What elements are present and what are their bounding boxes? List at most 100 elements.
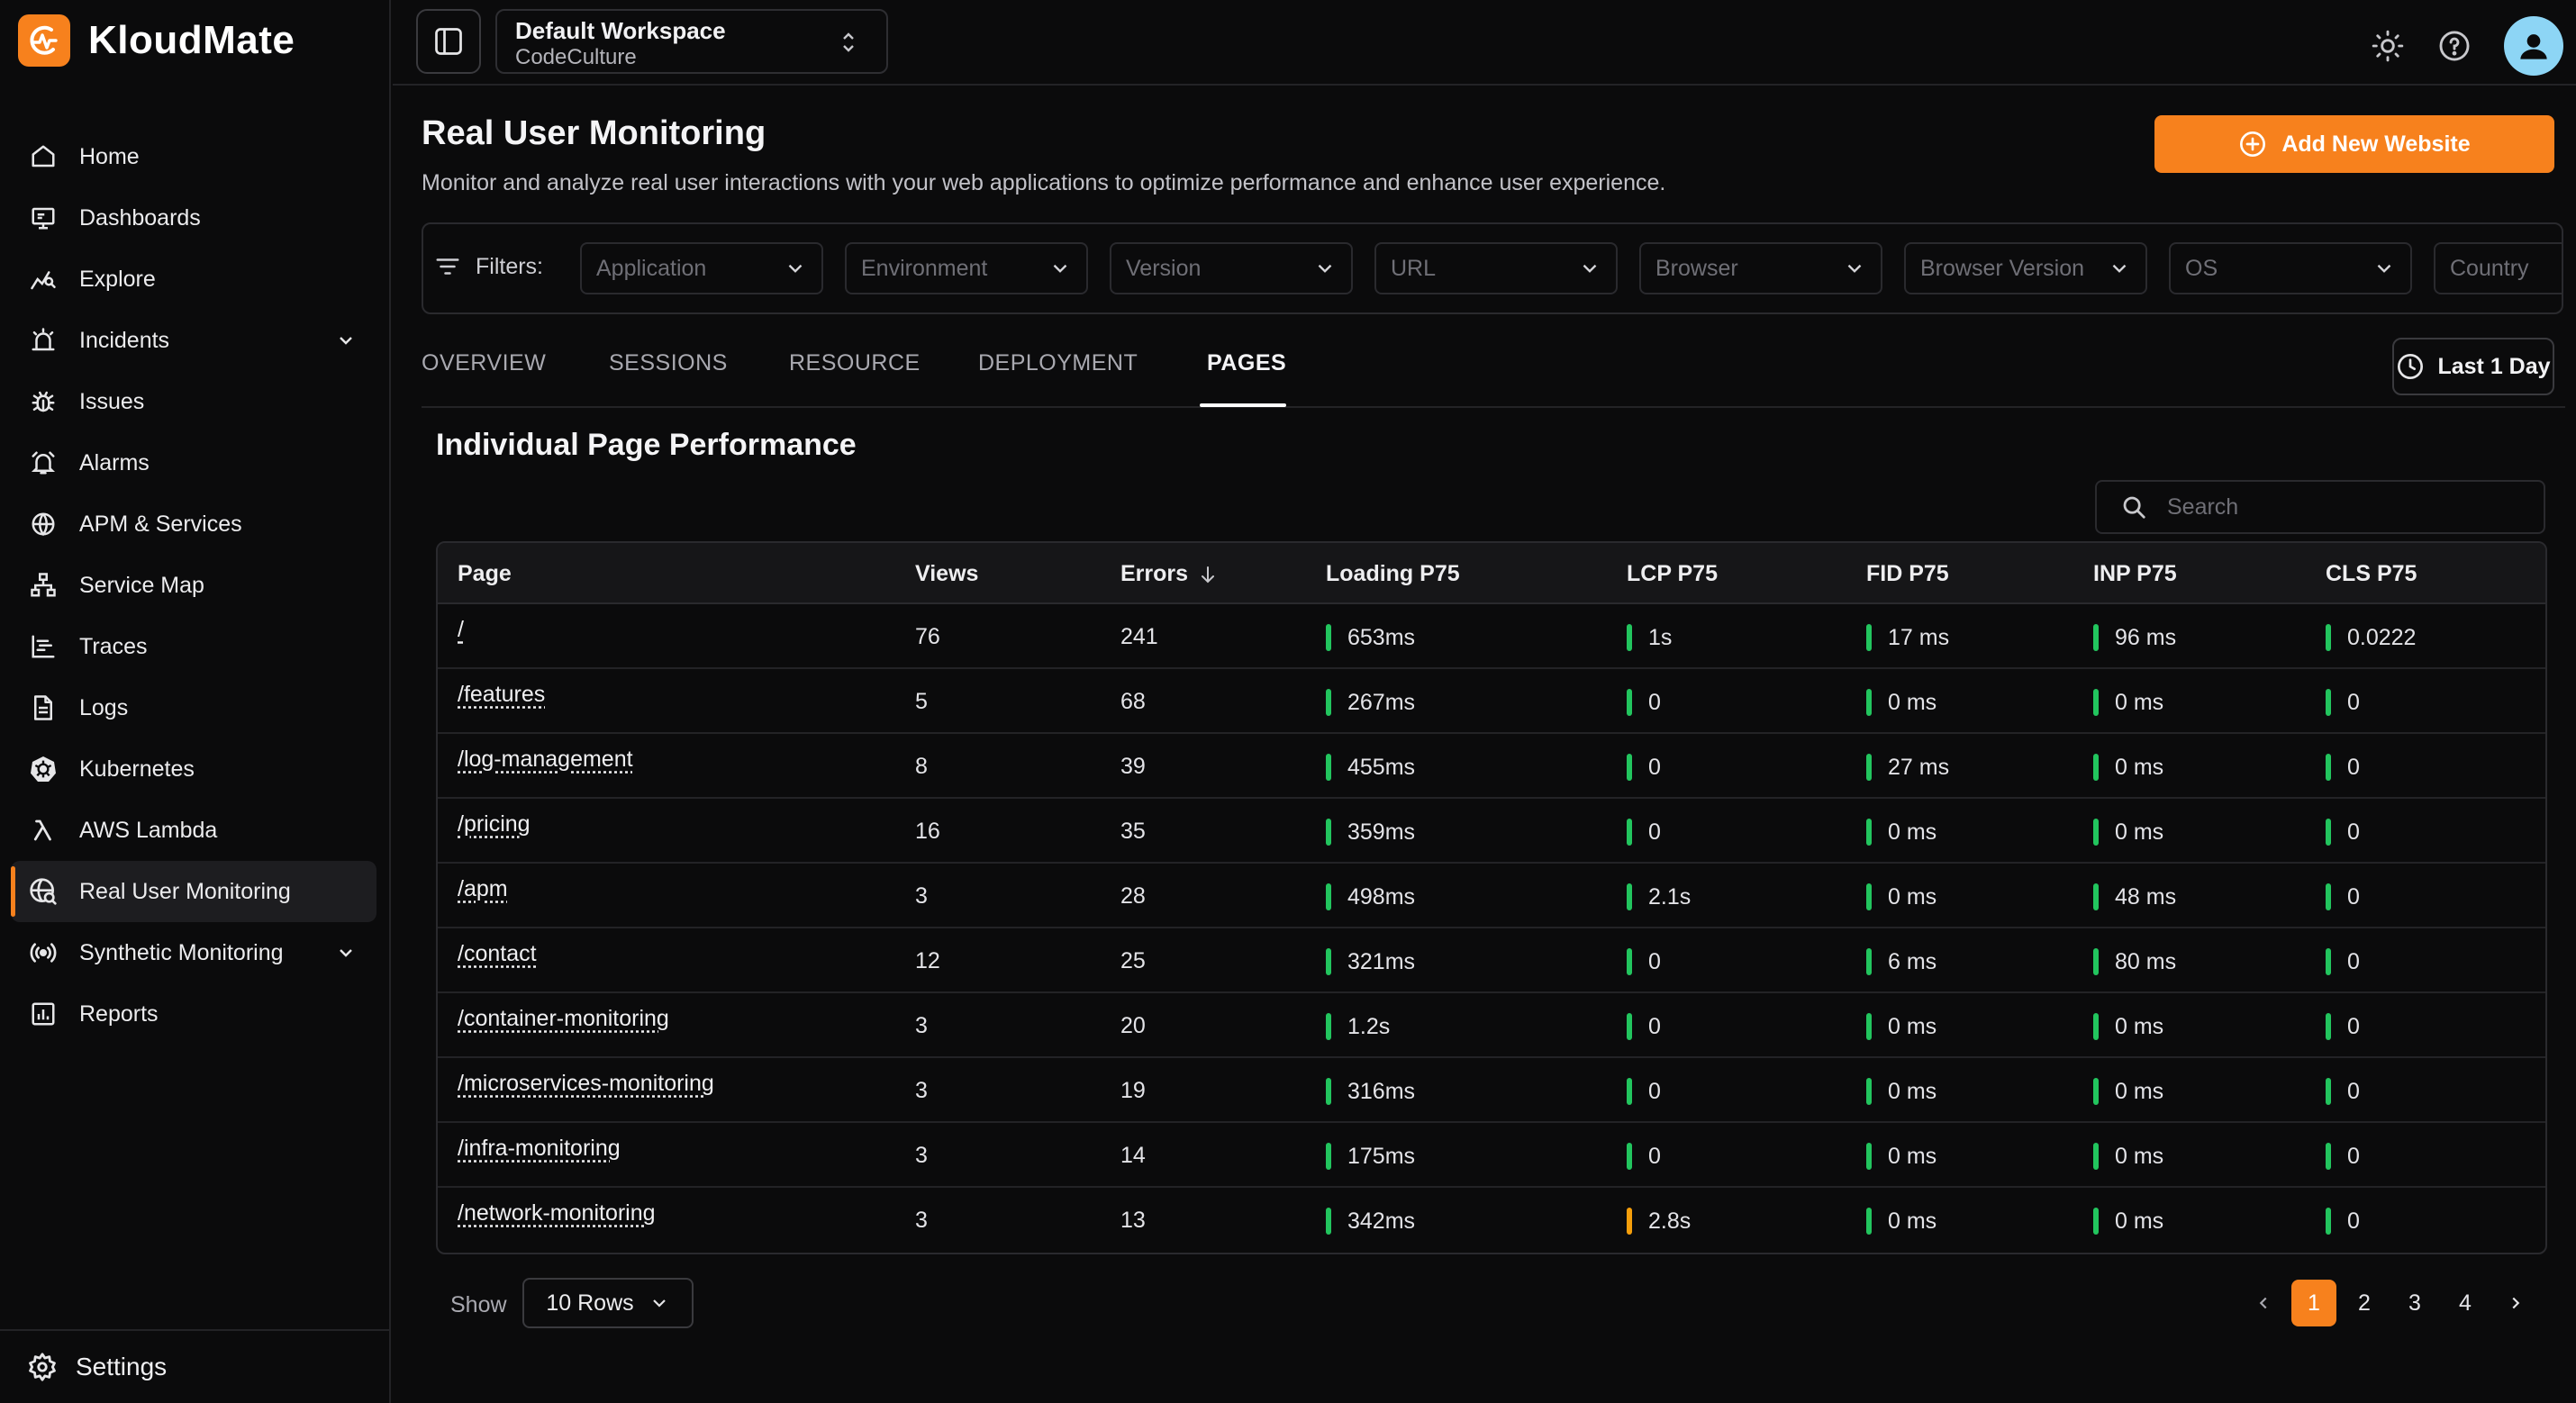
column-header-loading-p75[interactable]: Loading P75 xyxy=(1326,561,1460,586)
table-row[interactable]: / 76 241 653ms 1s 17 ms 96 ms 0.0222 xyxy=(438,604,2545,669)
table-row[interactable]: /contact 12 25 321ms 0 6 ms 80 ms 0 xyxy=(438,928,2545,993)
sidebar-item-logs[interactable]: Logs xyxy=(11,677,376,738)
status-indicator xyxy=(2326,754,2331,781)
workspace-switcher[interactable]: Default Workspace CodeCulture xyxy=(495,9,888,74)
tab-deployment[interactable]: DEPLOYMENT xyxy=(978,350,1138,376)
status-indicator xyxy=(1627,1208,1632,1235)
filter-browser-version[interactable]: Browser Version xyxy=(1904,242,2147,294)
add-new-website-button[interactable]: Add New Website xyxy=(2154,115,2554,173)
chevron-down-icon xyxy=(1578,257,1601,280)
rows-per-page-select[interactable]: 10 Rows xyxy=(522,1278,694,1328)
column-header-cls-p75[interactable]: CLS P75 xyxy=(2326,561,2417,586)
brand-logo[interactable]: KloudMate xyxy=(18,14,295,67)
table-row[interactable]: /pricing 16 35 359ms 0 0 ms 0 ms 0 xyxy=(438,799,2545,864)
column-header-lcp-p75[interactable]: LCP P75 xyxy=(1627,561,1718,586)
rum-icon xyxy=(27,875,59,908)
sidebar-item-reports[interactable]: Reports xyxy=(11,983,376,1045)
filter-application[interactable]: Application xyxy=(580,242,823,294)
filter-url[interactable]: URL xyxy=(1374,242,1618,294)
cell-fid-p75: 0 ms xyxy=(1866,689,1937,716)
cell-inp-p75: 0 ms xyxy=(2093,689,2163,716)
cell-page[interactable]: /microservices-monitoring xyxy=(458,1071,714,1097)
cell-page[interactable]: /pricing xyxy=(458,811,531,837)
status-indicator xyxy=(1866,1143,1872,1170)
table-row[interactable]: /container-monitoring 3 20 1.2s 0 0 ms 0 ms 0 xyxy=(438,993,2545,1058)
column-header-page[interactable]: Page xyxy=(458,561,512,586)
cell-inp-p75: 0 ms xyxy=(2093,1013,2163,1040)
sidebar-toggle-button[interactable] xyxy=(416,9,481,74)
cell-inp-p75-value: 0 ms xyxy=(2115,1208,2164,1234)
sidebar-item-alarms[interactable]: Alarms xyxy=(11,432,376,493)
sidebar-item-apm[interactable]: APM & Services xyxy=(11,493,376,555)
column-header-errors[interactable]: Errors xyxy=(1120,561,1219,587)
tab-sessions[interactable]: SESSIONS xyxy=(609,350,728,376)
cell-page[interactable]: /contact xyxy=(458,941,537,967)
cell-loading-p75-value: 321ms xyxy=(1347,948,1416,974)
sidebar-item-incidents[interactable]: Incidents xyxy=(11,310,376,371)
sidebar-item-issues[interactable]: Issues xyxy=(11,371,376,432)
tab-pages[interactable]: PAGES xyxy=(1207,350,1287,376)
filter-browser[interactable]: Browser xyxy=(1639,242,1882,294)
filter-environment[interactable]: Environment xyxy=(845,242,1088,294)
table-row[interactable]: /microservices-monitoring 3 19 316ms 0 0 ms 0 … xyxy=(438,1058,2545,1123)
sidebar-item-label: Alarms xyxy=(79,449,150,475)
sidebar-item-traces[interactable]: Traces xyxy=(11,616,376,677)
cell-page[interactable]: /log-management xyxy=(458,747,633,773)
sidebar-item-explore[interactable]: Explore xyxy=(11,249,376,310)
table-row[interactable]: /features 5 68 267ms 0 0 ms 0 ms 0 xyxy=(438,669,2545,734)
sidebar-item-aws-lambda[interactable]: AWS Lambda xyxy=(11,800,376,861)
table-row[interactable]: /infra-monitoring 3 14 175ms 0 0 ms 0 ms 0 xyxy=(438,1123,2545,1188)
tab-overview[interactable]: OVERVIEW xyxy=(422,350,547,376)
table-row[interactable]: /log-management 8 39 455ms 0 27 ms 0 ms 0 xyxy=(438,734,2545,799)
status-indicator xyxy=(2093,689,2099,716)
cell-loading-p75: 1.2s xyxy=(1326,1013,1390,1040)
search-input[interactable] xyxy=(2167,493,2527,520)
cell-lcp-p75: 1s xyxy=(1627,624,1672,651)
chevron-down-icon[interactable] xyxy=(335,330,357,351)
sidebar-item-home[interactable]: Home xyxy=(11,126,376,187)
cell-page[interactable]: /container-monitoring xyxy=(458,1006,669,1032)
cell-lcp-p75: 0 xyxy=(1627,754,1661,781)
sidebar-item-settings[interactable]: Settings xyxy=(0,1329,389,1403)
filter-country[interactable]: Country xyxy=(2434,242,2562,294)
filter-os[interactable]: OS xyxy=(2169,242,2412,294)
cell-page[interactable]: /features xyxy=(458,682,545,708)
chevron-down-icon[interactable] xyxy=(335,942,357,964)
service-map-icon xyxy=(27,569,59,602)
sidebar-item-label: Incidents xyxy=(79,327,170,353)
sidebar-item-dashboards[interactable]: Dashboards xyxy=(11,187,376,249)
column-header-inp-p75[interactable]: INP P75 xyxy=(2093,561,2177,586)
cell-fid-p75: 0 ms xyxy=(1866,1208,1937,1235)
cell-page-value: /microservices-monitoring xyxy=(458,1071,714,1096)
page-button-3[interactable]: 3 xyxy=(2408,1290,2421,1316)
dashboard-icon xyxy=(27,202,59,234)
next-page-chevron-right-icon[interactable] xyxy=(2493,1280,2538,1326)
sidebar-item-synthetic-monitoring[interactable]: Synthetic Monitoring xyxy=(11,922,376,983)
cell-fid-p75: 0 ms xyxy=(1866,1143,1937,1170)
page-button-2[interactable]: 2 xyxy=(2358,1290,2371,1316)
cell-page[interactable]: /apm xyxy=(458,876,508,902)
page-button-1[interactable]: 1 xyxy=(2291,1280,2336,1326)
help-icon[interactable] xyxy=(2437,29,2472,63)
cell-errors-value: 28 xyxy=(1120,883,1146,909)
cell-page[interactable]: /infra-monitoring xyxy=(458,1136,621,1162)
prev-page-chevron-left-icon[interactable] xyxy=(2241,1280,2286,1326)
table-row[interactable]: /network-monitoring 3 13 342ms 2.8s 0 ms 0 ms 0 xyxy=(438,1188,2545,1253)
theme-toggle-sun-icon[interactable] xyxy=(2371,29,2405,63)
tab-resource[interactable]: RESOURCE xyxy=(789,350,921,376)
page-button-4[interactable]: 4 xyxy=(2459,1290,2472,1316)
cell-page[interactable]: /network-monitoring xyxy=(458,1200,656,1226)
search-box[interactable] xyxy=(2095,480,2545,534)
status-indicator xyxy=(1866,689,1872,716)
column-header-fid-p75[interactable]: FID P75 xyxy=(1866,561,1949,586)
user-avatar[interactable] xyxy=(2504,16,2563,76)
table-row[interactable]: /apm 3 28 498ms 2.1s 0 ms 48 ms 0 xyxy=(438,864,2545,928)
cell-page[interactable]: / xyxy=(458,617,464,643)
cell-errors-value: 20 xyxy=(1120,1013,1146,1038)
column-header-views[interactable]: Views xyxy=(915,561,979,586)
filter-version[interactable]: Version xyxy=(1110,242,1353,294)
sidebar-item-service-map[interactable]: Service Map xyxy=(11,555,376,616)
sidebar-item-real-user-monitoring[interactable]: Real User Monitoring xyxy=(11,861,376,922)
time-range-button[interactable]: Last 1 Day xyxy=(2392,338,2554,395)
sidebar-item-kubernetes[interactable]: Kubernetes xyxy=(11,738,376,800)
